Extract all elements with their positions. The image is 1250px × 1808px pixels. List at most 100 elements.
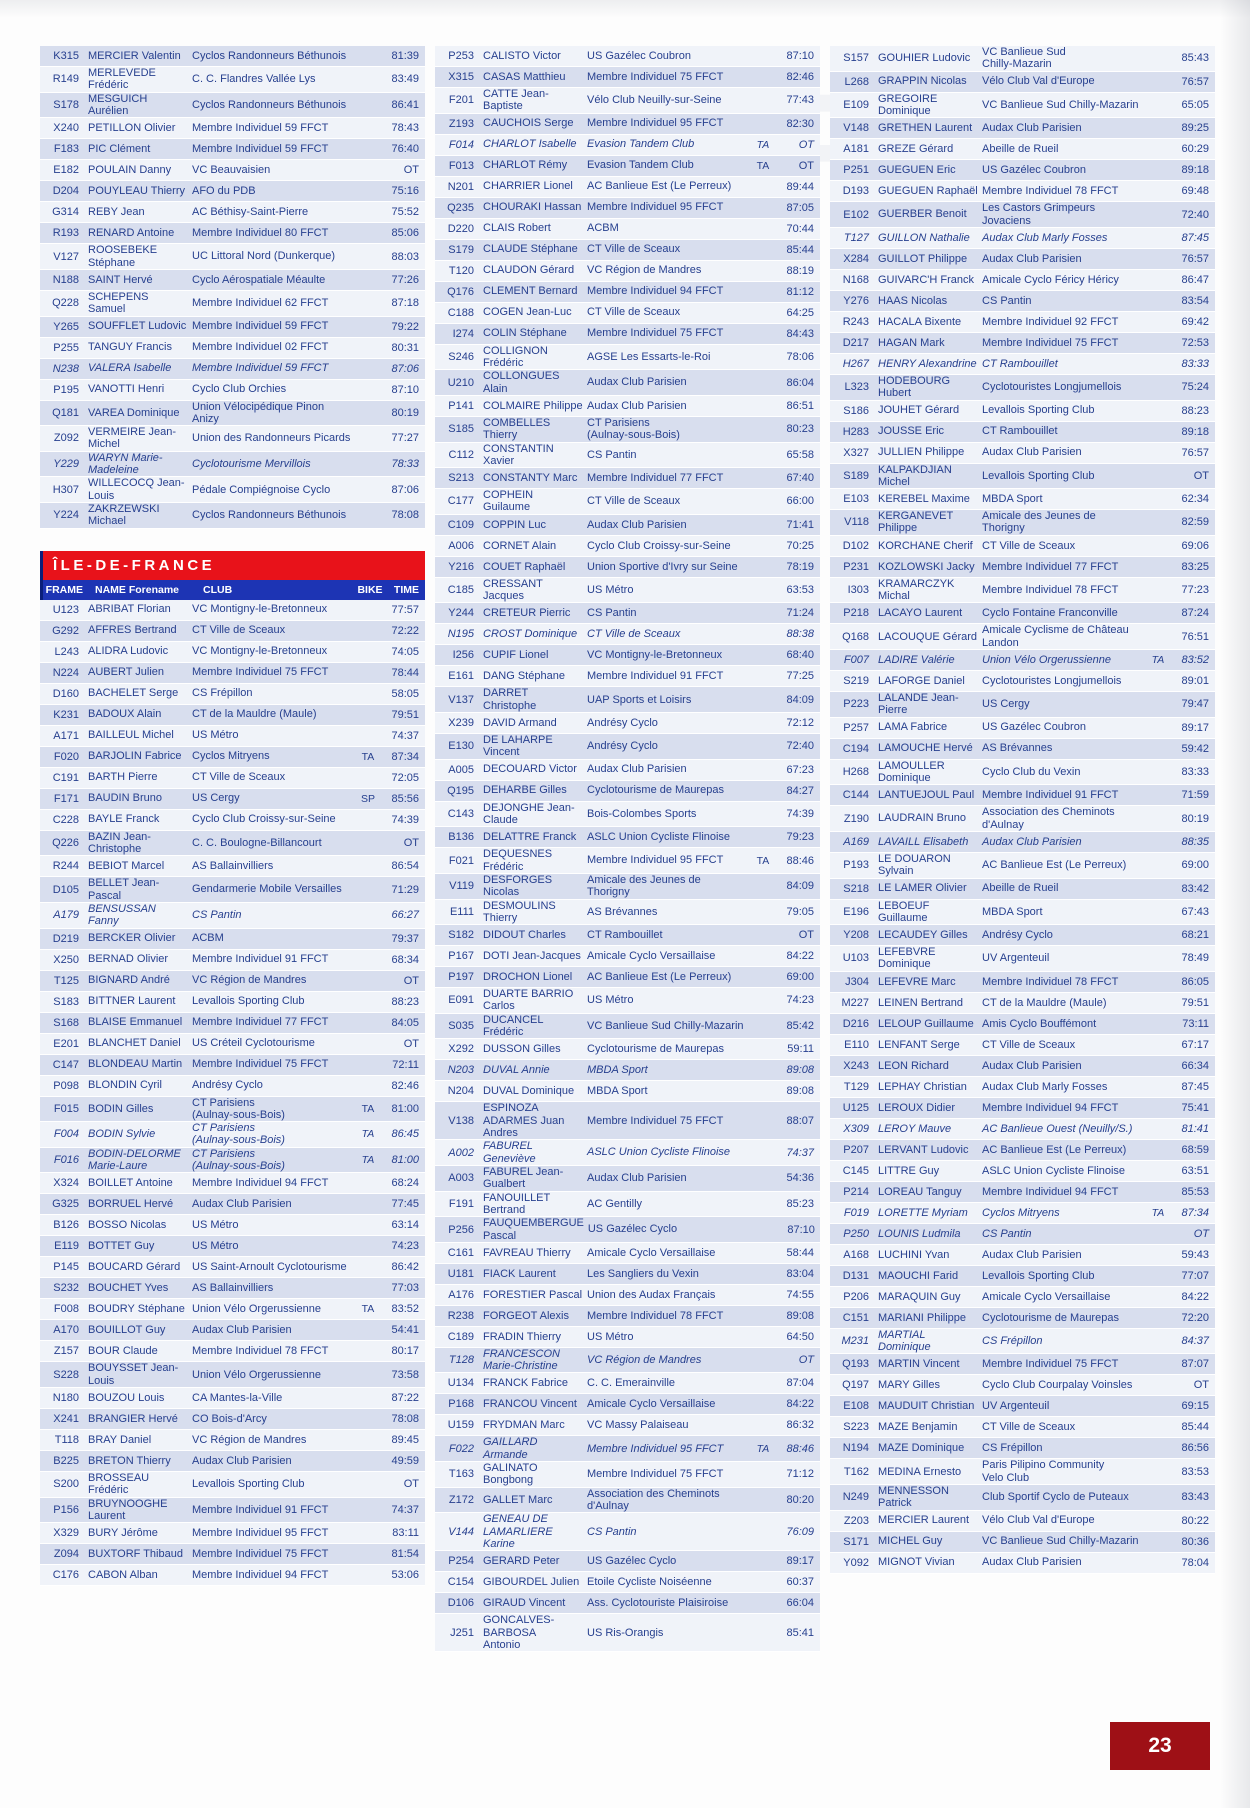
cell-club: CT Parisiens (Aulnay-sous-Bois) <box>587 416 680 442</box>
cell-name: LEON Richard <box>878 1059 949 1072</box>
table-row: P167 DOTI Jean-Jacques Amicale Cyclo Versa… <box>435 946 820 968</box>
cell-club: US Gazélec Coubron <box>982 164 1086 177</box>
cell-time: 78:08 <box>391 1413 419 1425</box>
cell-frame: T128 <box>448 1354 474 1367</box>
cell-club: US Gazélec Cyclo <box>587 1223 678 1236</box>
cell-time: 87:04 <box>786 1377 814 1390</box>
cell-club: CT de la Mauldre (Maule) <box>982 996 1107 1009</box>
cell-time: OT <box>798 159 814 172</box>
cell-name: FAVREAU Thierry <box>483 1246 571 1259</box>
cell-club: CT Parisiens (Aulnay-sous-Bois) <box>192 1122 285 1147</box>
cell-club: Membre Individuel 75 FFCT <box>192 1058 329 1071</box>
cell-club: CT Ville de Sceaux <box>192 624 286 637</box>
cell-name: FRANCK Fabrice <box>483 1377 568 1390</box>
page-number-badge: 23 <box>1110 1722 1210 1770</box>
cell-club: US Gazélec Cyclo <box>587 1555 677 1568</box>
cell-frame: F004 <box>53 1128 79 1141</box>
cell-club: Membre Individuel 75 FFCT <box>192 666 329 679</box>
cell-time: 88:38 <box>786 628 814 641</box>
cell-club: Membre Individuel 02 FFCT <box>192 341 329 354</box>
cell-name: HENRY Alexandrine <box>878 357 977 370</box>
cell-club: Membre Individuel 94 FFCT <box>982 1185 1119 1198</box>
cell-frame: R149 <box>52 73 79 86</box>
table-row: S168 BLAISE Emmanuel Membre Individuel 77 … <box>40 1012 425 1034</box>
cell-time: 86:54 <box>391 860 419 873</box>
cell-club: AS Ballainvilliers <box>192 860 274 873</box>
table-row: N203 DUVAL Annie MBDA Sport 89:08 <box>435 1060 820 1082</box>
table-row: P207 LERVANT Ludovic AC Banlieue Est (Le P… <box>830 1139 1215 1161</box>
cell-time: 86:56 <box>1181 1442 1209 1455</box>
cell-frame: D193 <box>842 185 869 198</box>
cell-club: CS Pantin <box>982 294 1032 307</box>
cell-frame: A171 <box>53 729 79 742</box>
cell-name: GIBOURDEL Julien <box>483 1576 580 1589</box>
cell-club: Membre Individuel 94 FFCT <box>192 1569 329 1582</box>
cell-time: 78:08 <box>391 509 419 522</box>
table-row: K315 MERCIER Valentin Cyclos Randonneurs B… <box>40 46 425 67</box>
cell-time: 77:45 <box>391 1198 419 1211</box>
cell-time: 83:42 <box>1181 882 1209 895</box>
cell-name: FRANCOU Vincent <box>483 1398 577 1411</box>
cell-name: LENFANT Serge <box>878 1038 960 1051</box>
cell-club: US Cergy <box>192 792 240 805</box>
cell-time: 74:37 <box>391 1503 419 1516</box>
cell-frame: A003 <box>448 1172 474 1185</box>
cell-name: CUPIF Lionel <box>483 649 549 662</box>
cell-club: Membre Individuel 59 FFCT <box>192 143 329 156</box>
cell-frame: P156 <box>53 1503 79 1516</box>
cell-frame: B126 <box>53 1219 79 1232</box>
cell-club: VC Région de Mandres <box>192 1433 307 1446</box>
cell-frame: V119 <box>449 880 474 893</box>
table-row: N238 VALERA Isabelle Membre Individuel 59 … <box>40 358 425 380</box>
table-row: Z094 BUXTORF Thibaud Membre Individuel 75 … <box>40 1544 425 1566</box>
cell-club: Membre Individuel 62 FFCT <box>192 297 329 310</box>
cell-name: COLLONGUES Alain <box>483 370 560 395</box>
cell-frame: X243 <box>843 1059 869 1072</box>
table-row: S189 KALPAKDJIAN Michel Levallois Sporting… <box>830 463 1215 490</box>
cell-frame: S168 <box>53 1016 79 1029</box>
cell-name: MERCIER Laurent <box>878 1514 970 1527</box>
table-row: P168 FRANCOU Vincent Amicale Cyclo Versail… <box>435 1394 820 1416</box>
cell-frame: N168 <box>842 273 869 286</box>
cell-club: Membre Individuel 91 FFCT <box>192 953 329 966</box>
cell-time: 80:19 <box>391 406 419 419</box>
cell-club: AGSE Les Essarts-le-Roi <box>587 350 711 363</box>
table-row: D216 LELOUP Guillaume Amis Cyclo Bouffémon… <box>830 1013 1215 1035</box>
cell-frame: S171 <box>843 1535 869 1548</box>
cell-name: FAUQUEMBERGUE Pascal <box>483 1217 584 1242</box>
cell-time: 87:06 <box>391 362 419 375</box>
cell-club: Andrésy Cyclo <box>587 716 658 729</box>
table-row: E109 GREGOIRE Dominique VC Banlieue Sud Ch… <box>830 92 1215 119</box>
cell-club: Amicale Cyclo Versaillaise <box>982 1290 1111 1303</box>
table-row: P156 BRUYNOOGHE Laurent Membre Individuel … <box>40 1497 425 1524</box>
cell-club: Paris Pilipino Community Velo Club <box>982 1459 1105 1484</box>
cell-time: 65:58 <box>786 448 814 461</box>
cell-time: 72:40 <box>1181 208 1209 221</box>
column-3: S157 GOUHIER Ludovic VC Banlieue Sud Chilly… <box>830 46 1215 1574</box>
cell-name: JOUSSE Eric <box>878 425 945 438</box>
cell-name: GUEGUEN Eric <box>878 164 956 177</box>
cell-time: 72:40 <box>786 740 814 753</box>
table-row: Y244 CRETEUR Pierric CS Pantin 71:24 <box>435 603 820 625</box>
cell-club: Cyclotouristes Longjumellois <box>982 674 1122 687</box>
cell-name: LEROY Mauve <box>878 1122 952 1135</box>
header-club: CLUB <box>203 583 233 596</box>
cell-frame: D220 <box>447 222 474 235</box>
cell-time: 77:27 <box>391 432 419 445</box>
cell-club: Membre Individuel 95 FFCT <box>587 201 724 214</box>
cell-name: DESFORGES Nicolas <box>483 873 553 899</box>
cell-club: ASLC Union Cycliste Flinoise <box>587 1146 731 1159</box>
table-row: F191 FANOUILLET Bertrand AC Gentilly 85:23 <box>435 1191 820 1218</box>
table-row: P256 FAUQUEMBERGUE Pascal US Gazélec Cyclo… <box>435 1217 820 1243</box>
table-row: S213 CONSTANTY Marc Membre Individuel 77 F… <box>435 468 820 490</box>
cell-time: 89:44 <box>786 180 814 193</box>
cell-frame: Q228 <box>52 297 79 310</box>
column-1: K315 MERCIER Valentin Cyclos Randonneurs B… <box>40 46 425 1587</box>
table-row: C143 DEJONGHE Jean-Claude Bois-Colombes Sp… <box>435 801 820 828</box>
cell-time: 83:25 <box>1181 560 1209 573</box>
cell-club: Membre Individuel 95 FFCT <box>587 117 724 130</box>
cell-time: 87:05 <box>786 201 814 214</box>
table-row: F015 BODIN Gilles CT Parisiens (Aulnay-sous… <box>40 1096 425 1123</box>
cell-name: MARY Gilles <box>878 1379 940 1392</box>
table-row: S178 MESGUICH Aurélien Cyclos Randonneurs … <box>40 92 425 119</box>
